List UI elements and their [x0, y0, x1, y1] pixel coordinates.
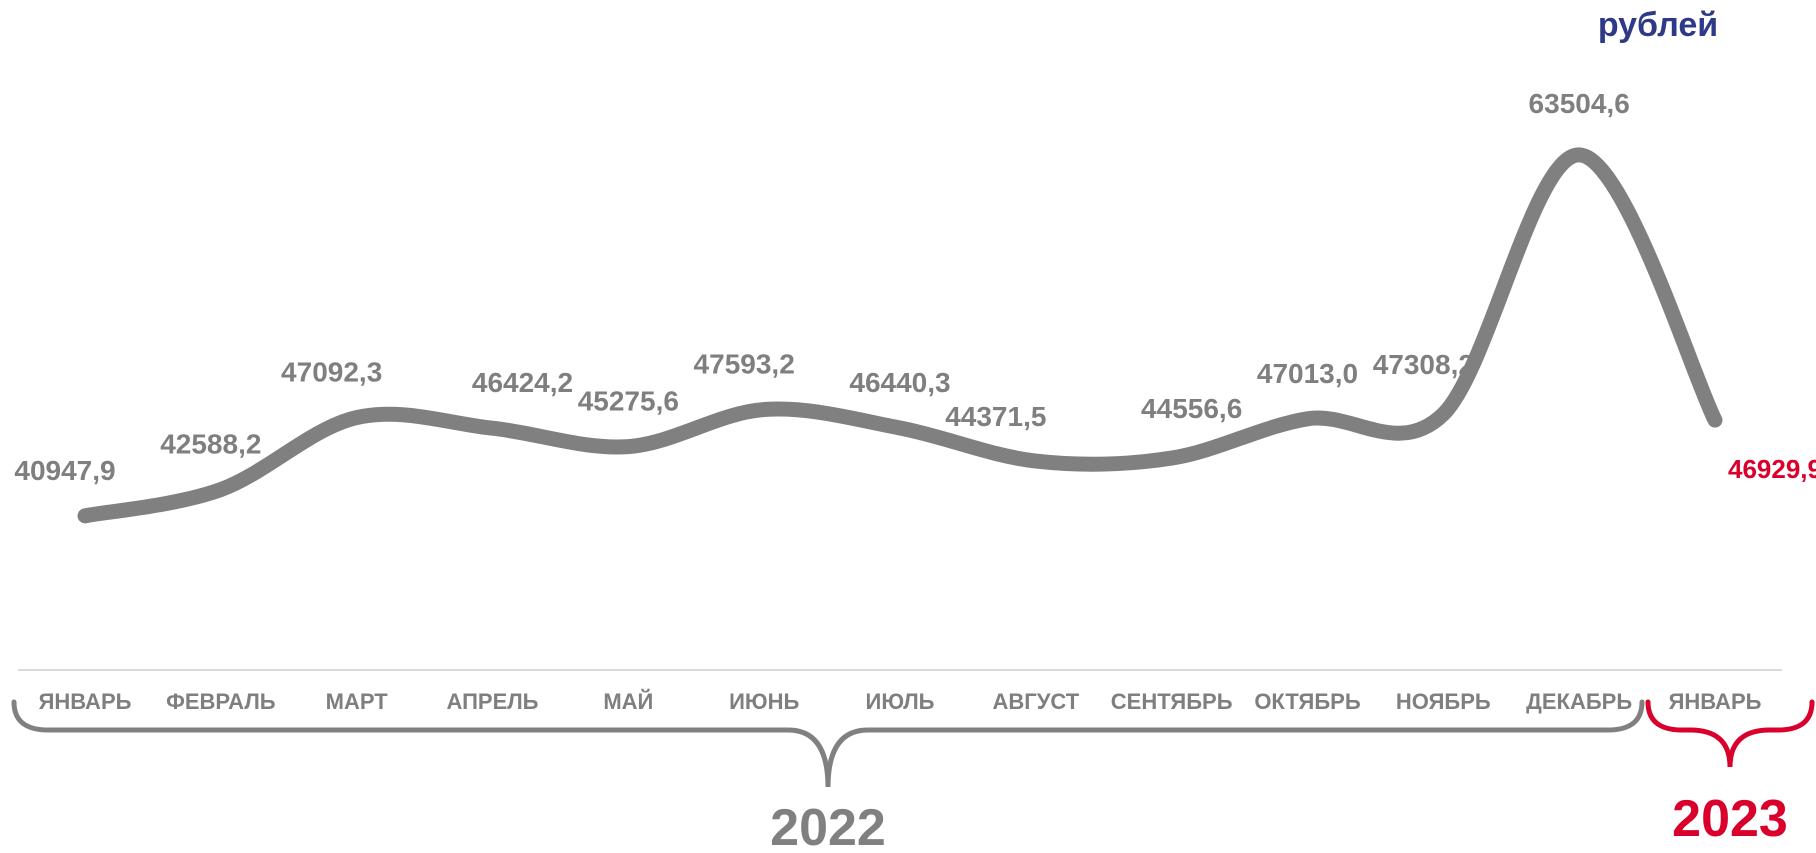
x-tick-label: ЯНВАРЬ — [39, 689, 132, 714]
data-label: 63504,6 — [1529, 88, 1630, 119]
x-tick-label: ФЕВРАЛЬ — [166, 689, 276, 714]
x-tick-label: МАЙ — [603, 689, 653, 714]
x-tick-label: АВГУСТ — [992, 689, 1079, 714]
series-line — [77, 147, 1723, 524]
data-label: 45275,6 — [578, 386, 679, 417]
year-brace — [1645, 699, 1815, 768]
year-brace — [11, 699, 1645, 788]
data-label: 47593,2 — [694, 349, 795, 380]
x-tick-label: СЕНТЯБРЬ — [1111, 689, 1233, 714]
data-label: 47092,3 — [281, 357, 382, 388]
data-label: 42588,2 — [160, 429, 261, 460]
data-label: 46929,9 — [1728, 454, 1816, 484]
x-tick-label: ДЕКАБРЬ — [1526, 689, 1632, 714]
data-label: 47013,0 — [1257, 358, 1358, 389]
x-tick-label: МАРТ — [326, 689, 389, 714]
x-tick-label: ОКТЯБРЬ — [1254, 689, 1361, 714]
unit-label: рублей — [1597, 6, 1719, 44]
year-label: 2022 — [770, 799, 886, 848]
data-label: 44556,6 — [1141, 393, 1242, 424]
data-label: 46424,2 — [472, 367, 573, 398]
year-label: 2023 — [1672, 790, 1788, 848]
x-tick-label: ЯНВАРЬ — [1669, 689, 1762, 714]
data-label: 40947,9 — [14, 455, 115, 486]
x-tick-label: НОЯБРЬ — [1396, 689, 1491, 714]
data-label: 44371,5 — [945, 401, 1046, 432]
x-tick-label: АПРЕЛЬ — [446, 689, 538, 714]
x-tick-label: ИЮЛЬ — [866, 689, 935, 714]
data-label: 46440,3 — [849, 367, 950, 398]
x-tick-label: ИЮНЬ — [729, 689, 799, 714]
data-label: 47308,2 — [1373, 349, 1474, 380]
